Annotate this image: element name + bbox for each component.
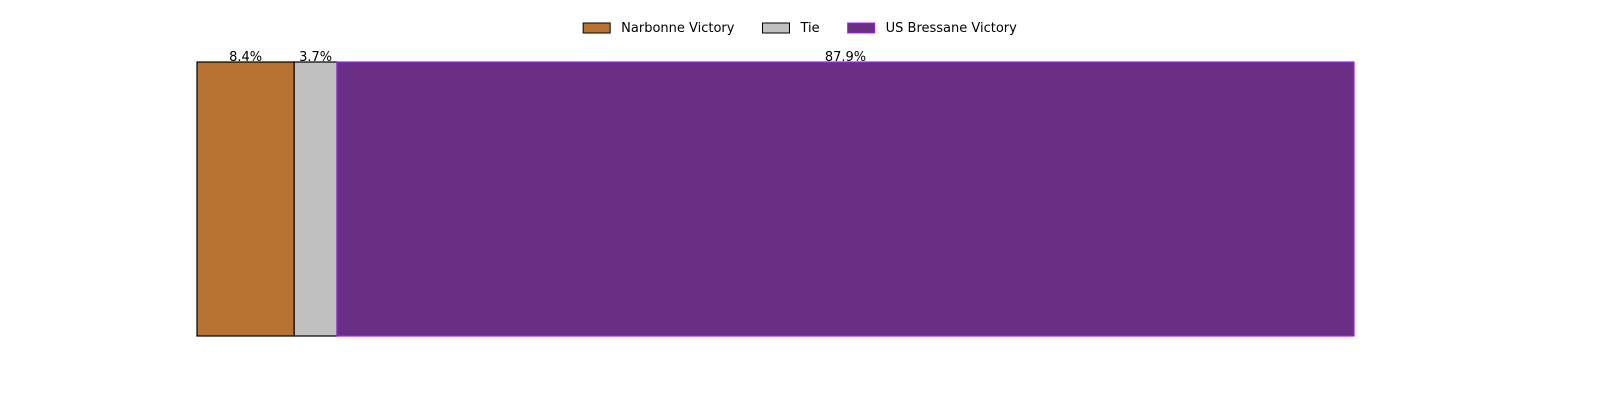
bar-segment-tie: [293, 61, 338, 337]
legend-label-narbonne-victory: Narbonne Victory: [621, 21, 735, 36]
chart-legend: Narbonne Victory Tie US Bressane Victory: [582, 21, 1018, 36]
legend-item-us-bressane-victory: US Bressane Victory: [847, 21, 1018, 36]
legend-item-tie: Tie: [761, 21, 820, 36]
legend-label-tie: Tie: [799, 21, 819, 36]
bar-segment-us-bressane-victory: [336, 61, 1355, 337]
legend-label-us-bressane-victory: US Bressane Victory: [886, 21, 1018, 36]
legend-swatch-us-bressane-victory: [847, 22, 876, 34]
value-label-tie: 3.7%: [299, 50, 332, 65]
legend-item-narbonne-victory: Narbonne Victory: [582, 21, 735, 36]
value-label-us-bressane-victory: 87.9%: [825, 50, 866, 65]
legend-swatch-tie: [761, 22, 790, 34]
stacked-bar: [196, 61, 1355, 337]
value-labels: 8.4% 3.7% 87.9%: [229, 50, 866, 65]
bar-segment-narbonne-victory: [196, 61, 295, 337]
legend-swatch-narbonne-victory: [582, 22, 611, 34]
value-label-narbonne-victory: 8.4%: [229, 50, 262, 65]
